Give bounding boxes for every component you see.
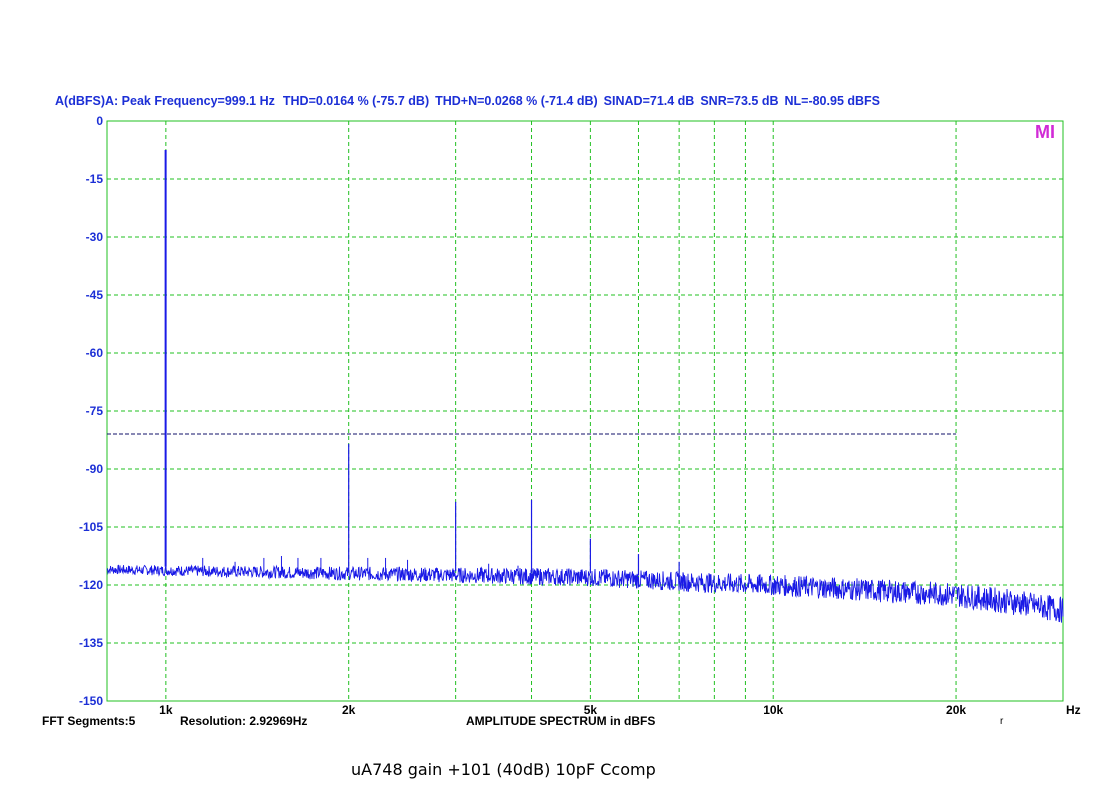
x-tick-label: 5k — [584, 703, 598, 717]
snr-value: SNR=73.5 dB — [700, 94, 779, 108]
y-tick-label: -135 — [79, 636, 103, 650]
noise-floor-trace — [106, 564, 1064, 623]
chart-title: AMPLITUDE SPECTRUM in dBFS — [466, 714, 656, 728]
x-tick-label: 10k — [763, 703, 783, 717]
sinad-value: SINAD=71.4 dB — [603, 94, 695, 108]
measurement-header: A(dBFS)A: Peak Frequency=999.1 Hz THD=0.0… — [55, 94, 886, 108]
x-tick-labels: 1k 2k 5k 10k 20k — [159, 703, 966, 717]
fft-segments: FFT Segments:5 — [42, 714, 136, 728]
corner-mark: r — [1000, 716, 1004, 727]
thd-value: THD=0.0164 % (-75.7 dB) — [282, 94, 430, 108]
y-tick-label: -60 — [86, 346, 104, 360]
y-tick-label: -45 — [86, 288, 104, 302]
logo: MI — [1035, 122, 1055, 142]
thdn-value: THD+N=0.0268 % (-71.4 dB) — [435, 94, 598, 108]
x-tick-label: 20k — [946, 703, 966, 717]
y-tick-label: -75 — [86, 404, 104, 418]
channel-label: A(dBFS) — [55, 94, 105, 108]
caption: uA748 gain +101 (40dB) 10pF Ccomp — [351, 760, 656, 779]
y-tick-label: 0 — [96, 114, 103, 128]
x-tick-label: 2k — [342, 703, 356, 717]
fft-resolution: Resolution: 2.92969Hz — [180, 714, 308, 728]
nl-value: NL=-80.95 dBFS — [784, 94, 880, 108]
y-tick-label: -90 — [86, 462, 104, 476]
grid-lines — [107, 121, 1064, 701]
x-tick-label: 1k — [159, 703, 173, 717]
y-tick-label: -120 — [79, 578, 103, 592]
x-axis-unit: Hz — [1066, 703, 1081, 717]
spectrum-trace — [106, 150, 1064, 623]
y-tick-label: -30 — [86, 230, 104, 244]
peak-frequency: A: Peak Frequency=999.1 Hz — [105, 94, 275, 108]
y-tick-label: -15 — [86, 172, 104, 186]
y-tick-labels: 0 -15 -30 -45 -60 -75 -90 -105 -120 -135 -150 — [79, 114, 103, 708]
y-tick-label: -105 — [79, 520, 103, 534]
y-tick-label: -150 — [79, 694, 103, 708]
